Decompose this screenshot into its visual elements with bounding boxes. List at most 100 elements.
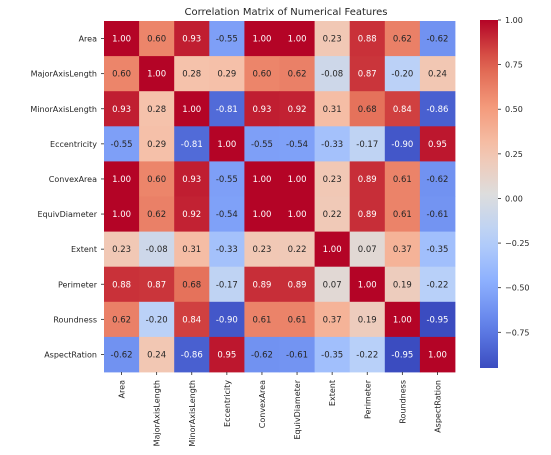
- cell-value-label: 0.62: [288, 70, 307, 80]
- heatmap-cell: [314, 56, 351, 92]
- heatmap-cell: [384, 196, 421, 232]
- cell-value-label: 0.24: [147, 350, 166, 360]
- column-tick-label: Area: [118, 380, 127, 399]
- heatmap-cell: [174, 161, 210, 197]
- cell-value-label: -0.54: [216, 210, 238, 220]
- heatmap-cell: [139, 161, 175, 197]
- cell-value-label: 1.00: [288, 210, 307, 220]
- heatmap-cell: [384, 21, 421, 57]
- cell-value-label: 1.00: [252, 210, 271, 220]
- heatmap-cell: [104, 161, 140, 197]
- heatmap-cell: [209, 161, 245, 197]
- cell-value-label: 0.29: [217, 70, 236, 80]
- column-tick-label: ConvexArea: [258, 380, 267, 428]
- row-tick-label: MinorAxisLength: [30, 105, 97, 114]
- cell-value-label: 0.84: [182, 315, 201, 325]
- colorbar-tick-label: 1.00: [505, 16, 523, 25]
- cell-value-label: 0.07: [323, 280, 342, 290]
- cell-value-label: 1.00: [288, 35, 307, 45]
- cell-value-label: -0.61: [426, 210, 448, 220]
- heatmap-cell: [104, 301, 140, 338]
- heatmap-cell: [384, 91, 421, 127]
- heatmap-cell: [104, 21, 140, 57]
- heatmap-cell: [244, 336, 280, 373]
- heatmap-cell: [139, 126, 175, 162]
- heatmap-cell: [209, 336, 245, 373]
- cell-value-label: 1.00: [252, 175, 271, 185]
- cell-value-label: -0.86: [426, 105, 448, 115]
- cell-value-label: 0.61: [252, 315, 271, 325]
- cell-value-label: 0.93: [182, 175, 201, 185]
- chart-title: Correlation Matrix of Numerical Features: [185, 7, 388, 18]
- heatmap-cell: [244, 21, 280, 57]
- row-tick-label: Area: [79, 35, 98, 44]
- cell-value-label: -0.55: [111, 140, 133, 150]
- cell-value-label: -0.33: [216, 245, 238, 255]
- heatmap-cell: [419, 21, 456, 57]
- heatmap-cell: [279, 161, 315, 197]
- cell-value-label: -0.61: [286, 350, 308, 360]
- cell-value-label: -0.55: [216, 175, 238, 185]
- cell-value-label: 0.84: [393, 105, 412, 115]
- heatmap-cell: [244, 126, 280, 162]
- heatmap-cell: [314, 336, 351, 373]
- row-tick-label: Eccentricity: [50, 140, 97, 149]
- cell-value-label: 1.00: [358, 280, 377, 290]
- heatmap-cell: [419, 336, 456, 373]
- heatmap-cell: [349, 196, 386, 232]
- cell-value-label: -0.20: [146, 315, 168, 325]
- cell-value-label: 0.22: [288, 245, 307, 255]
- heatmap-cells: [104, 21, 456, 373]
- cell-value-label: -0.86: [181, 350, 203, 360]
- cell-value-label: 0.31: [323, 105, 342, 115]
- cell-value-label: 1.00: [323, 245, 342, 255]
- heatmap-cell: [104, 91, 140, 127]
- column-tick-label: EquivDiameter: [293, 379, 302, 439]
- heatmap-cell: [174, 336, 210, 373]
- heatmap-cell: [139, 266, 175, 303]
- cell-value-label: 0.28: [182, 70, 201, 80]
- cell-value-label: 0.68: [182, 280, 201, 290]
- cell-value-label: 0.60: [112, 70, 131, 80]
- heatmap-cell: [279, 56, 315, 92]
- heatmap-cell: [349, 336, 386, 373]
- heatmap-cell: [314, 161, 351, 197]
- cell-value-label: 0.23: [112, 245, 131, 255]
- heatmap-cell: [384, 161, 421, 197]
- cell-value-label: 0.87: [358, 70, 377, 80]
- cell-value-label: 0.95: [428, 140, 447, 150]
- column-tick-label: Roundness: [398, 380, 407, 424]
- heatmap-cell: [139, 21, 175, 57]
- heatmap-cell: [139, 301, 175, 338]
- cell-value-label: 1.00: [252, 35, 271, 45]
- heatmap-cell: [419, 91, 456, 127]
- heatmap-cell: [244, 196, 280, 232]
- column-tick-label: Eccentricity: [223, 380, 232, 427]
- heatmap-cell: [209, 21, 245, 57]
- column-tick-label: MinorAxisLength: [188, 380, 197, 447]
- heatmap-cell: [349, 126, 386, 162]
- cell-value-label: 0.89: [358, 175, 377, 185]
- cell-value-label: -0.33: [321, 140, 343, 150]
- heatmap-cell: [209, 126, 245, 162]
- colorbar-gradient: [480, 20, 498, 368]
- colorbar-tick-label: 0.00: [505, 194, 523, 203]
- cell-value-label: 1.00: [112, 210, 131, 220]
- column-tick-label: MajorAxisLength: [153, 380, 162, 446]
- cell-value-label: 1.00: [182, 105, 201, 115]
- colorbar-tick-label: −0.75: [505, 328, 530, 337]
- column-tick-label: Perimeter: [363, 379, 372, 419]
- colorbar-tick-label: −0.25: [505, 239, 530, 248]
- cell-value-label: 1.00: [112, 35, 131, 45]
- cell-value-label: 0.23: [323, 35, 342, 45]
- heatmap-cell: [419, 161, 456, 197]
- colorbar: 1.00 0.75 0.50 0.25 0.00 −0.25 −0.50 −0.75: [480, 16, 530, 368]
- heatmap-cell: [174, 126, 210, 162]
- heatmap-cell: [104, 196, 140, 232]
- heatmap-cell: [174, 56, 210, 92]
- heatmap-cell: [419, 231, 456, 268]
- heatmap-cell: [419, 56, 456, 92]
- row-tick-label: MajorAxisLength: [31, 70, 97, 79]
- row-tick-label: AspectRation: [44, 350, 97, 359]
- heatmap-cell: [349, 91, 386, 127]
